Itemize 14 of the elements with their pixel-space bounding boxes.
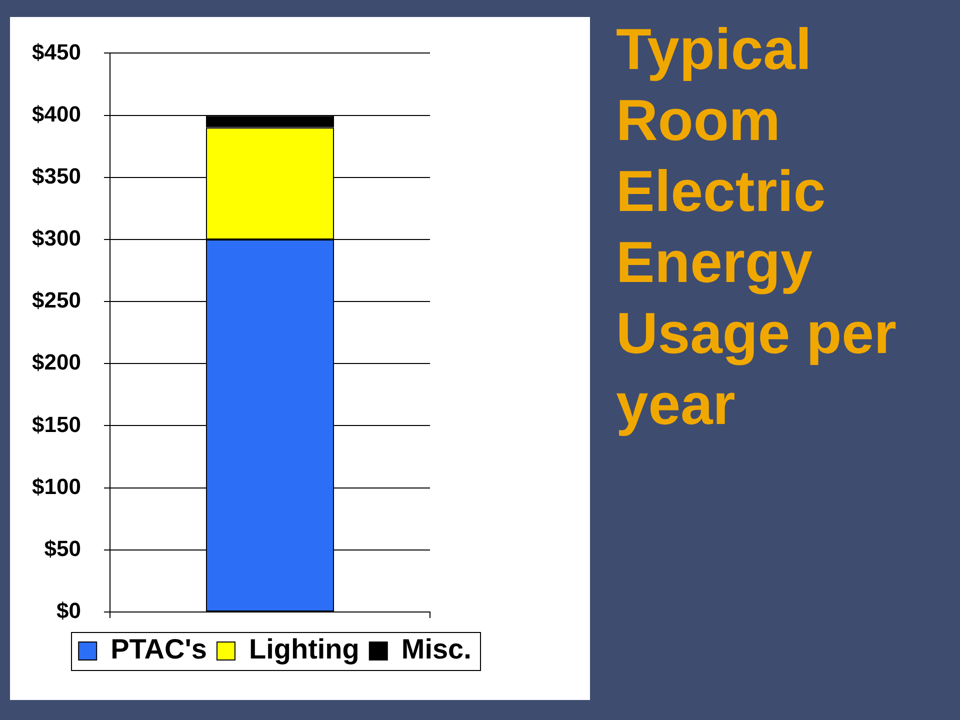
text: Typical Room Electric Energy Usage per year [616,16,898,439]
y-tick-label: $400 [32,101,81,126]
y-tick-label: $200 [32,350,81,375]
legend-label: PTAC's [110,634,207,665]
y-tick-label: $100 [32,474,81,499]
y-tick-label: $350 [32,163,81,188]
legend-label: Misc. [401,634,472,665]
y-tick-label: $150 [32,412,81,437]
legend-label: Lighting [248,634,360,665]
y-tick-label: $0 [56,598,81,624]
y-tick-label: $250 [32,288,81,313]
y-tick-label: $450 [32,39,81,64]
y-tick-label: $50 [44,536,81,561]
y-tick-label: $300 [32,226,81,251]
